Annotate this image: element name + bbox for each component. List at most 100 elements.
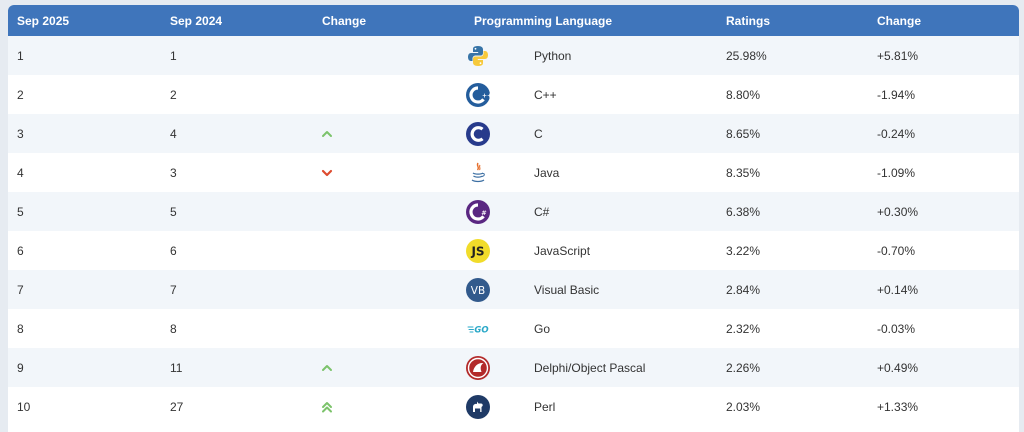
table-row[interactable]: 3 4 C 8.65% -0.24% (8, 114, 1019, 153)
rating-change: -1.94% (877, 87, 916, 102)
language-logo-cell: JS (465, 231, 525, 270)
rank-current: 9 (17, 360, 24, 375)
trend-up-icon (322, 130, 332, 137)
language-name: Java (534, 165, 560, 180)
header-ratings[interactable]: Ratings (726, 13, 771, 28)
language-logo-cell (465, 36, 525, 75)
java-icon (471, 162, 485, 182)
rating-change: -0.03% (877, 321, 916, 336)
table-row[interactable]: 2 2 ++ C++ 8.80% -1.94% (8, 75, 1019, 114)
rank-previous: 6 (170, 243, 177, 258)
header-sep-2024[interactable]: Sep 2024 (170, 13, 223, 28)
visual-basic-icon: VB (466, 277, 490, 302)
language-logo-cell: GO (465, 309, 525, 348)
rank-current: 2 (17, 87, 24, 102)
rank-change (313, 75, 465, 114)
header-rating-change[interactable]: Change (877, 13, 922, 28)
language-logo-cell (465, 114, 525, 153)
rank-previous: 4 (170, 126, 177, 141)
ranking-table-container: Sep 2025 Sep 2024 Change Programming Lan… (8, 5, 1019, 432)
language-logo-cell (465, 153, 525, 192)
language-logo-cell (465, 348, 525, 387)
rank-previous: 2 (170, 87, 177, 102)
table-row[interactable]: 9 11 Delphi/Object Pascal 2.26% +0.49% (8, 348, 1019, 387)
rank-current: 8 (17, 321, 24, 336)
rating-value: 8.80% (726, 87, 761, 102)
header-sep-2025[interactable]: Sep 2025 (17, 13, 70, 28)
rating-value: 25.98% (726, 48, 767, 63)
rank-previous: 3 (170, 165, 177, 180)
trend-down-icon (321, 169, 333, 176)
rank-previous: 11 (170, 360, 183, 375)
rating-value: 8.35% (726, 165, 761, 180)
python-icon (468, 45, 488, 66)
go-logo-text: GO (474, 325, 488, 335)
rating-change: -0.24% (877, 126, 916, 141)
table-row[interactable]: 5 5 # C# 6.38% +0.30% (8, 192, 1019, 231)
language-name: Visual Basic (534, 282, 600, 297)
language-name: Delphi/Object Pascal (534, 360, 646, 375)
go-icon: GO (467, 325, 489, 335)
table-row[interactable]: 4 3 Java 8.35% -1.09% (8, 153, 1019, 192)
rank-current: 10 (17, 399, 31, 414)
rank-current: 6 (17, 243, 24, 258)
table-row[interactable]: 6 6 JS JavaScript 3.22% -0.70% (8, 231, 1019, 270)
table-header-row: Sep 2025 Sep 2024 Change Programming Lan… (8, 5, 1019, 36)
c-icon (466, 121, 490, 146)
rank-current: 7 (17, 282, 24, 297)
rating-change: +0.14% (877, 282, 919, 297)
rank-change (313, 309, 465, 348)
rank-change (313, 348, 465, 387)
rating-value: 6.38% (726, 204, 761, 219)
rank-change (313, 387, 465, 426)
rating-change: +5.81% (877, 48, 919, 63)
language-name: C (534, 126, 543, 141)
rating-value: 2.32% (726, 321, 761, 336)
rank-current: 1 (17, 48, 24, 63)
delphi-icon (466, 355, 490, 380)
table-row[interactable]: 10 27 Perl 2.03% +1.33% (8, 387, 1019, 426)
rank-change (313, 192, 465, 231)
svg-text:#: # (481, 208, 486, 216)
language-name: C# (534, 204, 550, 219)
rank-change (313, 153, 465, 192)
trend-up-icon (322, 364, 332, 371)
table-row[interactable]: 1 1 Python 25.98% +5.81% (8, 36, 1019, 75)
language-logo-cell: ++ (465, 75, 525, 114)
table-row[interactable]: 8 8 GO Go 2.32% -0.03% (8, 309, 1019, 348)
rank-previous: 5 (170, 204, 177, 219)
header-programming-language[interactable]: Programming Language (474, 13, 613, 28)
rating-value: 2.84% (726, 282, 761, 297)
rating-value: 2.26% (726, 360, 761, 375)
csharp-icon: # (466, 199, 490, 224)
language-name: Go (534, 321, 551, 336)
rank-current: 4 (17, 165, 24, 180)
rating-change: -1.09% (877, 165, 916, 180)
language-name: Perl (534, 399, 556, 414)
rating-change: +0.49% (877, 360, 919, 375)
trend-double-up-icon (322, 401, 332, 412)
language-logo-cell: # (465, 192, 525, 231)
table-row[interactable]: 7 7 VB Visual Basic 2.84% +0.14% (8, 270, 1019, 309)
rank-previous: 1 (170, 48, 177, 63)
language-name: JavaScript (534, 243, 591, 258)
language-logo-cell: VB (465, 270, 525, 309)
rank-change (313, 231, 465, 270)
rank-change (313, 36, 465, 75)
javascript-logo-text: JS (470, 244, 484, 258)
perl-icon (466, 394, 490, 419)
language-name: Python (534, 48, 572, 63)
rating-change: -0.70% (877, 243, 916, 258)
header-change[interactable]: Change (322, 13, 367, 28)
rank-previous: 8 (170, 321, 177, 336)
javascript-icon: JS (466, 238, 490, 263)
rank-current: 5 (17, 204, 24, 219)
rank-previous: 7 (170, 282, 177, 297)
language-logo-cell (465, 387, 525, 426)
rating-value: 2.03% (726, 399, 761, 414)
svg-text:++: ++ (482, 92, 491, 99)
rating-value: 3.22% (726, 243, 761, 258)
rank-change (313, 114, 465, 153)
ranking-table: Sep 2025 Sep 2024 Change Programming Lan… (8, 5, 1019, 426)
rating-change: +0.30% (877, 204, 919, 219)
